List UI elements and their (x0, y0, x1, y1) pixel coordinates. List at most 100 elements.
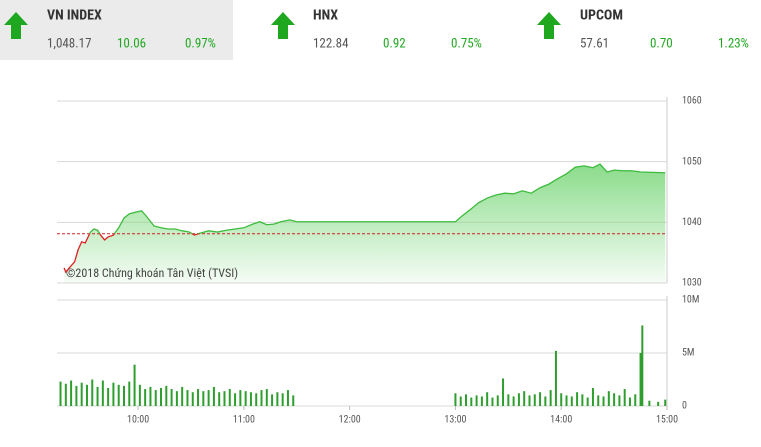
price-line (88, 163, 666, 234)
volume-bar (260, 390, 263, 406)
up-arrow (271, 12, 295, 39)
volume-bar (486, 392, 489, 406)
volume-bar (570, 396, 573, 406)
active-panel[interactable] (0, 0, 233, 60)
volume-bar (517, 393, 520, 406)
volume-bar (249, 392, 252, 406)
up-arrow (537, 12, 561, 39)
index-change: 10.06 (117, 36, 146, 51)
x-tick-label: 11:00 (233, 415, 255, 426)
volume-bar (576, 392, 579, 406)
volume-bar (165, 385, 168, 406)
x-tick-label: 10:00 (127, 415, 149, 426)
volume-bar (523, 391, 526, 406)
volume-bar (465, 394, 468, 406)
volume-bar (507, 394, 510, 406)
volume-bar (628, 397, 631, 406)
volume-bar (85, 384, 88, 406)
index-percent: 0.75% (451, 36, 482, 51)
volume-bar (91, 379, 94, 406)
volume-bar (539, 392, 542, 406)
volume-bar (181, 386, 184, 406)
volume-bar (549, 390, 552, 406)
index-change: 0.92 (383, 36, 406, 51)
volume-bar (502, 378, 505, 406)
volume-bar (597, 395, 600, 406)
volume-bar (565, 395, 568, 406)
volume-bar (70, 380, 73, 406)
volume-bar (459, 396, 462, 406)
volume-bar (175, 391, 178, 406)
y-tick-label: 0 (682, 401, 687, 412)
watermark: ©2018 Chứng khoán Tân Việt (TVSI) (66, 266, 238, 280)
index-percent: 1.23% (718, 36, 749, 51)
index-percent: 0.97% (185, 36, 216, 51)
volume-bar (212, 386, 215, 406)
volume-bar (586, 397, 589, 406)
index-vn[interactable]: VN INDEX 1,048.17 10.06 0.97% (4, 8, 216, 52)
index-hnx[interactable]: HNX 122.84 0.92 0.75% (271, 8, 482, 52)
volume-bar (64, 383, 67, 406)
volume-bar (276, 392, 279, 406)
volume-bar (470, 397, 473, 406)
volume-bar (292, 395, 295, 406)
volume-bar (639, 353, 642, 406)
area (64, 164, 666, 283)
volume-bar (454, 393, 457, 406)
volume-bar (648, 400, 651, 406)
volume-bar (128, 381, 131, 406)
volume-bar (218, 392, 221, 406)
y-tick-label: 1050 (682, 156, 702, 167)
volume-bar (170, 389, 173, 406)
y-tick-label: 1030 (682, 278, 702, 289)
volume-bar (197, 389, 200, 406)
volume-bar (544, 396, 547, 406)
volume-bar (634, 394, 637, 406)
volume-bar (160, 387, 163, 406)
volume-bar (202, 391, 205, 406)
volume-bar (117, 384, 120, 406)
volume-bar (75, 385, 78, 406)
volume-bar (618, 395, 621, 406)
volume-bar (641, 325, 644, 406)
y-tick-label: 10M (682, 295, 699, 306)
volume-bar (281, 393, 284, 406)
volume-bar (133, 364, 136, 406)
index-name: HNX (313, 8, 338, 24)
index-name: UPCOM (580, 8, 623, 24)
index-upcom[interactable]: UPCOM 57.61 0.70 1.23% (537, 8, 749, 52)
index-change: 0.70 (650, 36, 673, 51)
y-tick-label: 1040 (682, 217, 702, 228)
volume-bar (271, 394, 274, 406)
volume-bar (112, 382, 115, 406)
volume-bar (613, 393, 616, 406)
volume-bar (623, 389, 626, 406)
volume-bar (228, 389, 231, 406)
volume-bar (560, 393, 563, 406)
x-tick-label: 14:00 (550, 415, 572, 426)
volume-bar (607, 391, 610, 406)
index-name: VN INDEX (47, 8, 102, 24)
y-tick-label: 5M (682, 348, 695, 359)
volume-bar (144, 389, 147, 406)
volume-bar (234, 393, 237, 406)
volume-bar (255, 393, 258, 406)
volume-bar (80, 382, 83, 406)
volume-bar (512, 396, 515, 406)
x-tick-label: 12:00 (339, 415, 361, 426)
x-tick-label: 15:00 (656, 415, 678, 426)
volume-bar (96, 386, 99, 406)
volume-bar (191, 392, 194, 406)
y-tick-label: 1060 (682, 96, 702, 107)
index-value: 57.61 (580, 36, 609, 51)
x-tick-label: 13:00 (444, 415, 466, 426)
volume-bar (657, 401, 660, 406)
volume-bar (59, 381, 62, 406)
volume-bar (491, 397, 494, 406)
volume-bar (239, 390, 242, 406)
volume-bar (554, 350, 557, 406)
volume-bar (591, 387, 594, 406)
up-arrow (4, 12, 28, 39)
volume-bar (265, 389, 268, 406)
